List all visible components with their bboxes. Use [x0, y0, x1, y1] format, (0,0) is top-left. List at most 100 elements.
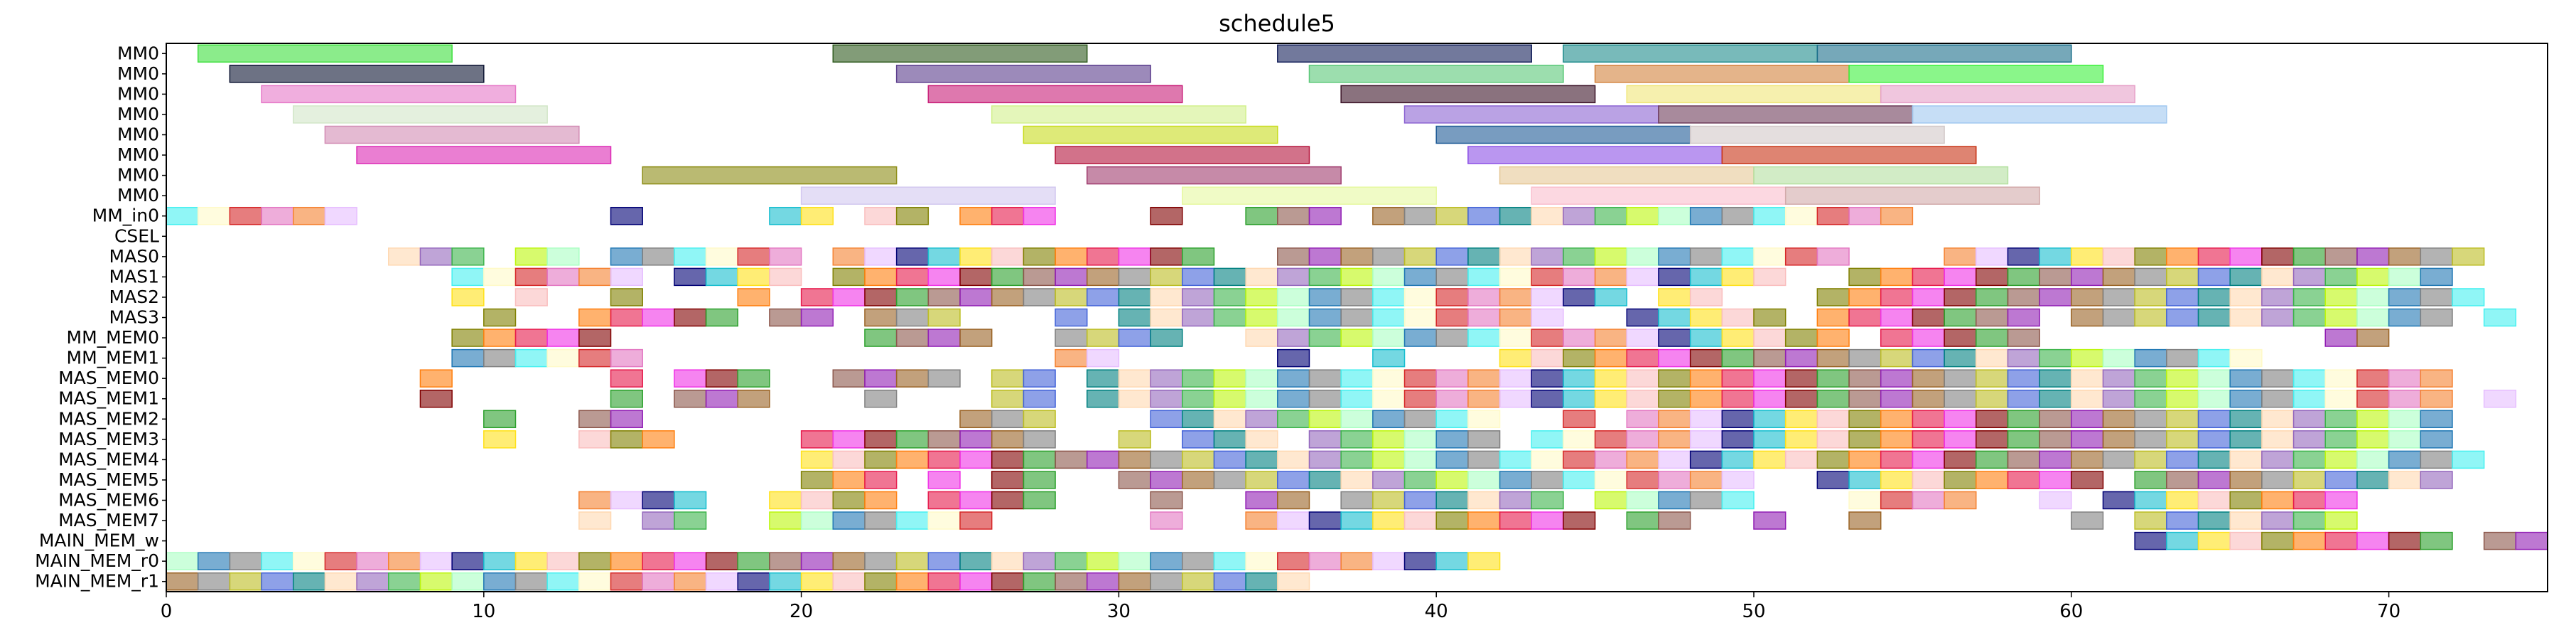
- task-bar: [800, 450, 834, 469]
- task-bar: [1594, 65, 1850, 83]
- task-bar: [1055, 572, 1088, 591]
- task-bar: [674, 267, 707, 287]
- task-bars: [166, 44, 2548, 591]
- task-bar: [2388, 471, 2422, 489]
- task-bar: [1912, 491, 1945, 510]
- task-bar: [1118, 450, 1151, 469]
- row-label: MAIN_MEM_r1: [35, 571, 159, 592]
- task-bar: [1848, 206, 1882, 225]
- task-bar: [1816, 44, 2072, 63]
- task-bar: [959, 247, 993, 266]
- task-bar: [1086, 166, 1342, 185]
- task-bar: [1753, 410, 1787, 429]
- task-bar: [1912, 267, 1945, 287]
- task-bar: [642, 491, 675, 510]
- task-bar: [2102, 288, 2135, 306]
- task-bar: [1150, 389, 1183, 408]
- task-bar: [1563, 430, 1596, 449]
- task-bar: [1340, 369, 1374, 388]
- task-bar: [1499, 511, 1532, 530]
- task-bar: [229, 572, 262, 591]
- task-bar: [2102, 430, 2135, 449]
- task-bar: [800, 186, 1056, 205]
- task-bar: [1976, 389, 2009, 408]
- task-bar: [895, 308, 929, 327]
- task-bar: [1531, 348, 1564, 368]
- task-bar: [1182, 288, 1215, 306]
- task-bar: [2356, 288, 2390, 306]
- task-bar: [1245, 572, 1278, 591]
- task-bar: [2197, 288, 2231, 306]
- task-bar: [1944, 247, 1977, 266]
- task-bar: [2452, 288, 2485, 306]
- task-bar: [2039, 348, 2072, 368]
- task-bar: [2388, 410, 2422, 429]
- task-bar: [1626, 410, 1659, 429]
- task-bar: [1055, 329, 1088, 347]
- task-bar: [1467, 267, 1501, 287]
- x-tick-label: 70: [2377, 601, 2400, 622]
- task-bar: [2324, 430, 2358, 449]
- task-bar: [1784, 186, 2040, 205]
- task-bar: [1118, 288, 1151, 306]
- task-bar: [1944, 369, 1977, 388]
- task-bar: [514, 247, 548, 266]
- task-bar: [1848, 369, 1882, 388]
- task-bar: [1848, 511, 1882, 530]
- task-bar: [1499, 491, 1532, 510]
- task-bar: [2292, 511, 2326, 530]
- task-bar: [2134, 288, 2167, 306]
- task-bar: [895, 572, 929, 591]
- task-bar: [2420, 369, 2453, 388]
- task-bar: [1531, 288, 1564, 306]
- row-label: MAS_MEM3: [58, 429, 159, 449]
- task-bar: [1308, 247, 1342, 266]
- task-bar: [1182, 186, 1437, 205]
- task-bar: [1816, 329, 1850, 347]
- task-bar: [959, 430, 993, 449]
- task-bar: [1055, 247, 1088, 266]
- task-bar: [1118, 308, 1151, 327]
- task-bar: [1403, 430, 1437, 449]
- task-bar: [1753, 348, 1787, 368]
- task-bar: [1721, 491, 1755, 510]
- task-bar: [1976, 329, 2009, 347]
- task-bar: [2166, 288, 2199, 306]
- task-bar: [1848, 430, 1882, 449]
- task-bar: [1435, 329, 1469, 347]
- task-bar: [2356, 410, 2390, 429]
- task-bar: [2197, 267, 2231, 287]
- task-bar: [1403, 471, 1437, 489]
- task-bar: [1435, 288, 1469, 306]
- task-bar: [1531, 471, 1564, 489]
- task-bar: [1658, 105, 1914, 124]
- task-bar: [674, 247, 707, 266]
- task-bar: [2007, 247, 2040, 266]
- task-bar: [927, 430, 961, 449]
- task-bar: [642, 247, 675, 266]
- task-bar: [1308, 389, 1342, 408]
- task-bar: [1182, 430, 1215, 449]
- task-bar: [2166, 511, 2199, 530]
- row-label: MAS_MEM1: [58, 388, 159, 409]
- row-label: MAS2: [109, 287, 159, 307]
- task-bar: [895, 369, 929, 388]
- task-bar: [1816, 206, 1850, 225]
- task-bar: [2388, 450, 2422, 469]
- task-bar: [1880, 430, 1914, 449]
- task-bar: [451, 267, 485, 287]
- task-bar: [1880, 308, 1914, 327]
- task-bar: [419, 572, 453, 591]
- task-bar: [2071, 430, 2104, 449]
- task-bar: [1816, 369, 1850, 388]
- task-bar: [895, 430, 929, 449]
- task-bar: [1976, 450, 2009, 469]
- task-bar: [1277, 572, 1310, 591]
- task-bar: [1626, 430, 1659, 449]
- task-bar: [2292, 247, 2326, 266]
- task-bar: [197, 206, 231, 225]
- task-bar: [1182, 389, 1215, 408]
- task-bar: [1594, 471, 1628, 489]
- task-bar: [1658, 389, 1691, 408]
- task-bar: [2420, 308, 2453, 327]
